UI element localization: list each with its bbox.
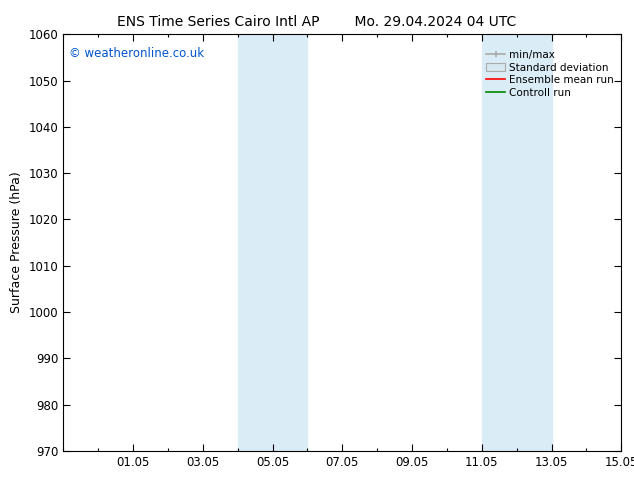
Bar bbox=[238, 34, 307, 451]
Bar bbox=[482, 34, 552, 451]
Legend: min/max, Standard deviation, Ensemble mean run, Controll run: min/max, Standard deviation, Ensemble me… bbox=[484, 48, 616, 100]
Text: ENS Time Series Cairo Intl AP        Mo. 29.04.2024 04 UTC: ENS Time Series Cairo Intl AP Mo. 29.04.… bbox=[117, 15, 517, 29]
Text: © weatheronline.co.uk: © weatheronline.co.uk bbox=[69, 47, 204, 60]
Y-axis label: Surface Pressure (hPa): Surface Pressure (hPa) bbox=[10, 172, 23, 314]
